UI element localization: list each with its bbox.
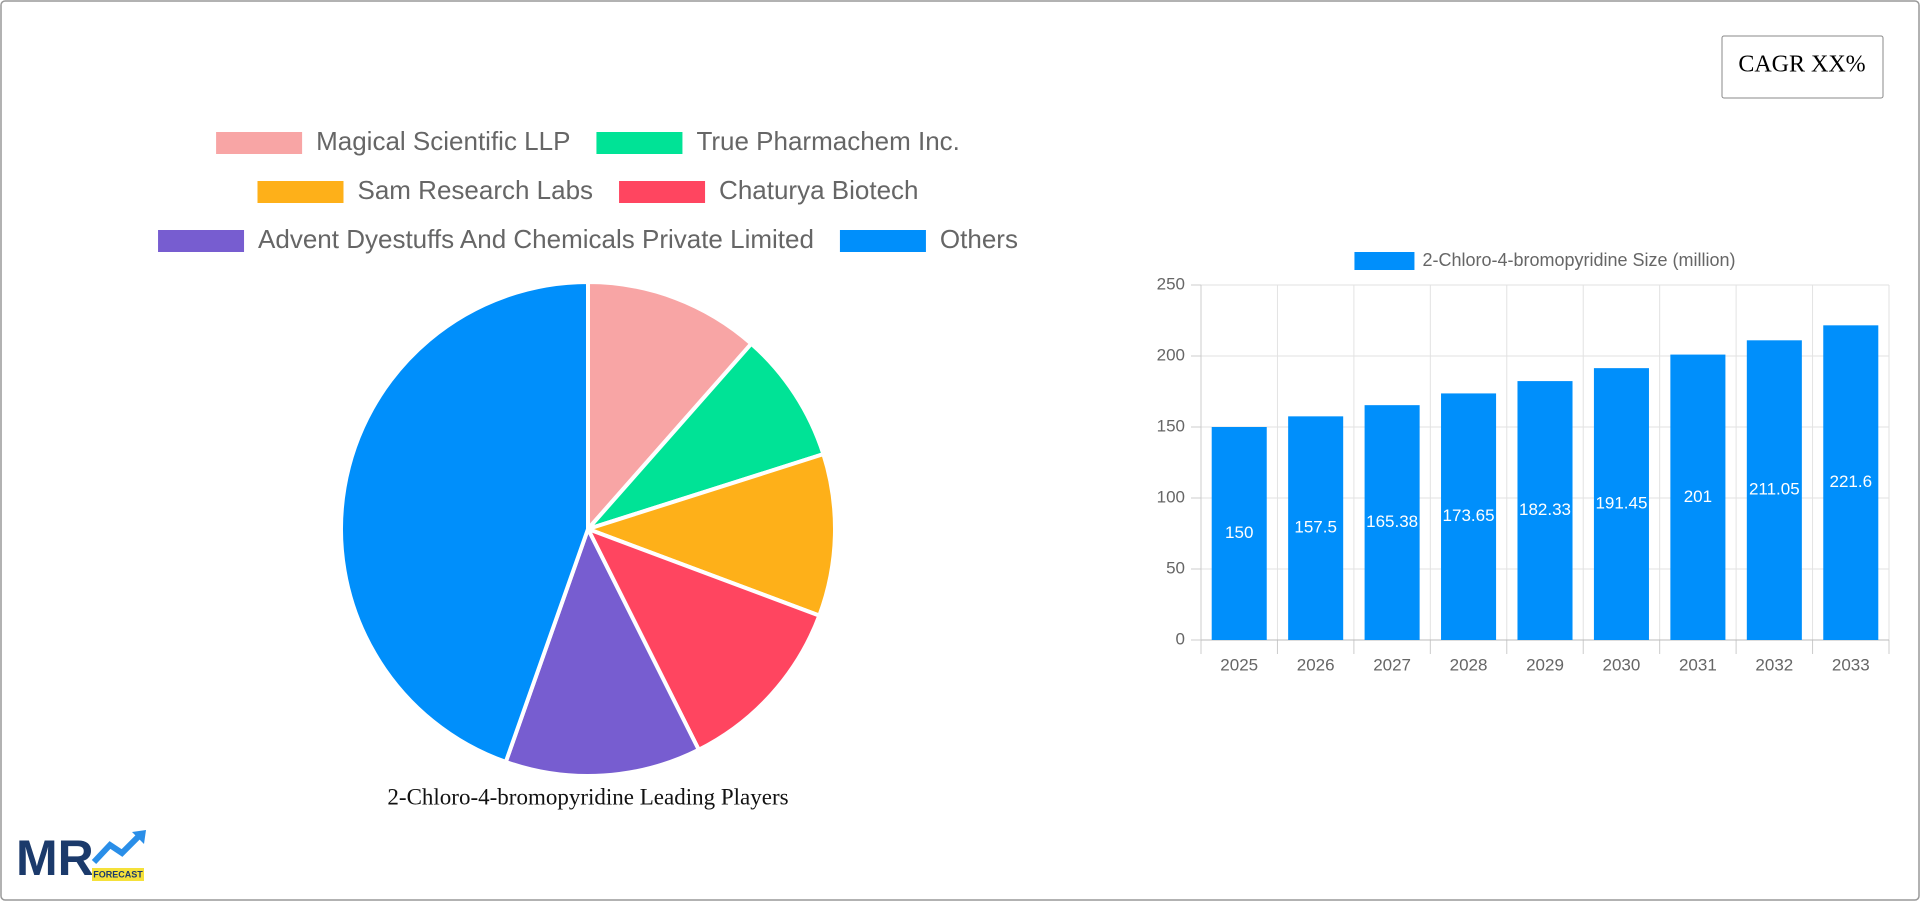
- pie-title: 2-Chloro-4-bromopyridine Leading Players: [387, 784, 788, 809]
- logo-text: MR: [16, 830, 94, 886]
- bar: [1593, 368, 1649, 640]
- bar: [1670, 354, 1726, 640]
- cagr-label: CAGR XX%: [1738, 52, 1865, 78]
- logo-tagline: FORECAST: [93, 869, 143, 879]
- x-tick-label: 2029: [1526, 655, 1564, 674]
- logo-arrow: [91, 832, 143, 865]
- legend-label: Advent Dyestuffs And Chemicals Private L…: [258, 224, 814, 254]
- x-tick-label: 2027: [1373, 655, 1411, 674]
- logo-tag: [92, 868, 144, 881]
- logo: MR FORECAST: [16, 830, 146, 886]
- bar: [1364, 405, 1420, 640]
- legend-swatch: [158, 230, 245, 252]
- legend-label: Chaturya Biotech: [719, 175, 918, 205]
- legend-swatch: [596, 132, 683, 154]
- bar: [1288, 416, 1344, 640]
- y-tick-label: 100: [1157, 487, 1185, 506]
- bar-value-label: 157.5: [1294, 518, 1337, 537]
- legend-label: Others: [940, 224, 1018, 254]
- logo-arrowhead: [132, 830, 146, 844]
- pie-slice: [581, 340, 826, 534]
- pie-slice: [581, 451, 837, 619]
- legend-label: 2-Chloro-4-bromopyridine Size (million): [1422, 250, 1735, 270]
- x-tick-label: 2026: [1297, 655, 1335, 674]
- bar: [1823, 325, 1879, 640]
- bar-value-label: 211.05: [1749, 480, 1800, 499]
- y-tick-label: 50: [1166, 558, 1185, 577]
- legend-swatch: [1354, 252, 1415, 270]
- legend-swatch: [619, 181, 706, 203]
- legend-row: Advent Dyestuffs And Chemicals Private L…: [158, 224, 1018, 254]
- bar-value-label: 201: [1684, 487, 1712, 506]
- cagr-box: [1721, 35, 1884, 99]
- pie-slice: [503, 523, 702, 778]
- legend-label: True Pharmachem Inc.: [696, 126, 959, 156]
- pie-slice: [586, 279, 755, 535]
- bar-value-label: 173.65: [1443, 506, 1495, 525]
- bar-value-label: 150: [1225, 523, 1253, 542]
- bar: [1211, 427, 1267, 640]
- bar-value-label: 182.33: [1519, 500, 1571, 519]
- y-tick-label: 200: [1157, 345, 1185, 364]
- pie-slice: [339, 279, 590, 765]
- bar-value-label: 221.6: [1830, 472, 1873, 491]
- bar: [1517, 381, 1573, 640]
- x-tick-label: 2031: [1679, 655, 1717, 674]
- legend-swatch: [839, 230, 926, 252]
- legend: 2-Chloro-4-bromopyridine Size (million): [1354, 250, 1736, 270]
- x-tick-label: 2030: [1603, 655, 1641, 674]
- x-tick-label: 2032: [1755, 655, 1793, 674]
- x-tick-label: 2033: [1832, 655, 1870, 674]
- bar-value-label: 165.38: [1366, 512, 1418, 531]
- pie-slice: [583, 525, 822, 753]
- legend-label: Sam Research Labs: [357, 175, 593, 205]
- legend-row: Magical Scientific LLP True Pharmachem In…: [216, 126, 960, 156]
- x-tick-label: 2028: [1450, 655, 1488, 674]
- legend-swatch: [257, 181, 344, 203]
- x-tick-label: 2025: [1220, 655, 1258, 674]
- y-tick-label: 250: [1157, 274, 1185, 293]
- bar: [1746, 340, 1802, 640]
- legend-swatch: [216, 132, 303, 154]
- y-tick-label: 150: [1157, 416, 1185, 435]
- legend-label: Magical Scientific LLP: [316, 126, 570, 156]
- bar: [1441, 393, 1497, 640]
- legend-row: Sam Research Labs Chaturya Biotech: [257, 175, 919, 205]
- bar-value-label: 191.45: [1595, 494, 1647, 513]
- y-tick-label: 0: [1176, 629, 1185, 648]
